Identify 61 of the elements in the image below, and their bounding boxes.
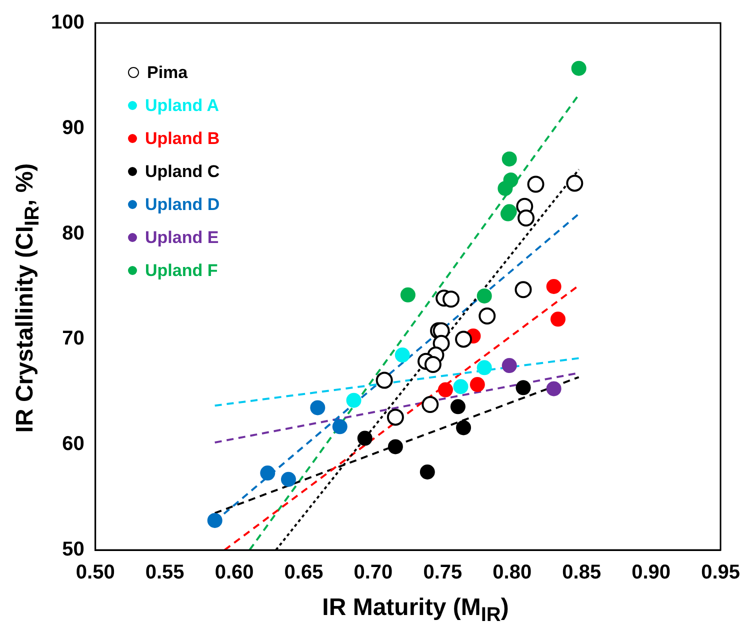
x-tick-label: 0.80 (492, 562, 532, 584)
x-tick-label: 0.90 (632, 562, 671, 584)
x-tick-label: 0.55 (145, 562, 184, 584)
x-tick-label: 0.70 (354, 562, 393, 584)
x-tick-label: 0.50 (76, 562, 115, 584)
point (550, 312, 566, 327)
y-tick-label: 80 (62, 222, 84, 244)
x-tick-label: 0.60 (214, 562, 254, 584)
point (476, 360, 492, 376)
x-axis-title: IR Maturity (M$_{IR}$) (321, 594, 510, 627)
point (546, 279, 562, 294)
point (455, 330, 472, 348)
point (388, 439, 403, 454)
point (470, 377, 485, 392)
point (357, 430, 372, 446)
y-tick-label: 90 (62, 116, 84, 139)
point (518, 209, 535, 226)
x-tick-label: 0.95 (701, 562, 740, 584)
point (478, 308, 496, 325)
point (502, 151, 517, 166)
legend-label: Upland B (145, 128, 220, 150)
point (422, 396, 439, 414)
point (546, 381, 562, 396)
point (420, 464, 435, 480)
point (438, 382, 453, 398)
point (424, 356, 442, 373)
legend-label: Upland E (145, 227, 219, 249)
point (207, 512, 222, 528)
point (260, 466, 276, 481)
point (498, 180, 513, 196)
y-tick-label: 50 (62, 538, 84, 561)
x-tick-label: 0.65 (284, 562, 324, 584)
point (332, 419, 348, 434)
point (394, 348, 410, 363)
point (442, 290, 460, 308)
x-tick-label: 0.75 (423, 562, 462, 584)
point (527, 176, 544, 193)
point (376, 372, 393, 389)
y-tick-label: 70 (62, 328, 84, 350)
x-tick-label: 0.85 (562, 562, 602, 584)
y-tick-label: 100 (50, 12, 84, 34)
point (450, 399, 466, 414)
legend-label: Upland C (145, 161, 220, 183)
point (346, 392, 362, 408)
point (514, 281, 532, 298)
legend-label: Upland F (145, 260, 218, 282)
legend-label: Upland A (145, 95, 219, 117)
point (476, 288, 492, 304)
point (400, 287, 416, 302)
point (386, 408, 404, 426)
point (571, 60, 586, 76)
y-tick-label: 60 (62, 433, 84, 456)
point (516, 380, 531, 396)
point (280, 472, 296, 487)
legend-label: Pima (147, 62, 188, 84)
point (453, 379, 468, 394)
point (566, 174, 584, 192)
point (310, 400, 326, 416)
point (502, 358, 517, 374)
legend-label: Upland D (145, 194, 220, 216)
point (456, 420, 472, 436)
